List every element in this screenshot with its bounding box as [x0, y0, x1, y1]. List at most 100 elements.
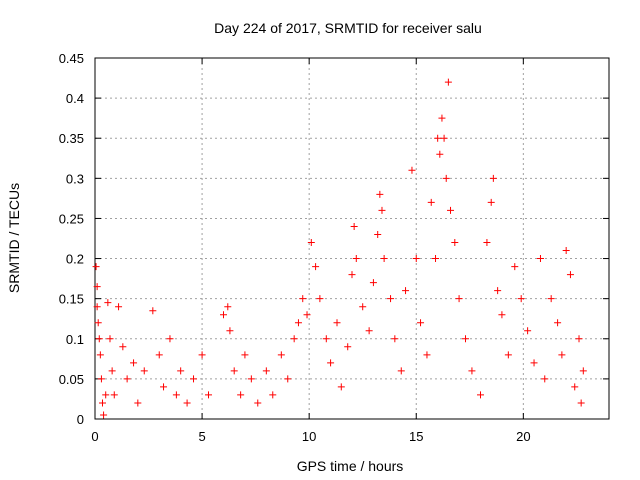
x-tick-label: 15	[409, 429, 423, 444]
data-point	[183, 399, 191, 407]
data-point	[333, 319, 341, 327]
chart-title: Day 224 of 2017, SRMTID for receiver sal…	[214, 20, 482, 36]
data-point	[352, 255, 360, 263]
y-tick-label: 0.1	[66, 332, 84, 347]
x-tick-label: 5	[198, 429, 205, 444]
data-point	[391, 335, 399, 343]
data-point	[547, 295, 555, 303]
grid-lines	[95, 58, 609, 419]
data-point	[95, 335, 103, 343]
data-point	[299, 295, 307, 303]
data-point	[369, 279, 377, 287]
data-point	[226, 327, 234, 335]
axis-ticks: 0 0.05 0.1 0.15 0.2 0.25 0.3 0.35 0.4 0.45 0 5 10 15 2…	[59, 51, 609, 444]
data-point	[359, 303, 367, 311]
data-point	[447, 206, 455, 214]
data-point	[378, 206, 386, 214]
data-point	[172, 391, 180, 399]
data-point	[579, 367, 587, 375]
data-point	[554, 319, 562, 327]
data-point	[427, 198, 435, 206]
data-point	[483, 239, 491, 247]
data-point	[97, 375, 105, 383]
data-points	[92, 78, 587, 419]
data-point	[290, 335, 298, 343]
data-point	[312, 263, 320, 271]
data-point	[241, 351, 249, 359]
data-point	[536, 255, 544, 263]
y-tick-label: 0.05	[59, 372, 84, 387]
y-axis-label: SRMTID / TECUs	[6, 183, 22, 293]
data-point	[269, 391, 277, 399]
data-point	[237, 391, 245, 399]
data-point	[504, 351, 512, 359]
x-tick-label: 10	[302, 429, 316, 444]
data-point	[134, 399, 142, 407]
data-point	[284, 375, 292, 383]
data-point	[93, 303, 101, 311]
y-tick-label: 0.3	[66, 171, 84, 186]
data-point	[149, 307, 157, 315]
data-point	[110, 391, 118, 399]
data-point	[93, 283, 101, 291]
data-point	[94, 319, 102, 327]
data-point	[307, 239, 315, 247]
data-point	[220, 311, 227, 319]
data-point	[224, 303, 232, 311]
data-point	[438, 114, 446, 122]
data-point	[434, 134, 442, 142]
data-point	[562, 247, 570, 255]
data-point	[417, 319, 425, 327]
data-point	[303, 311, 311, 319]
y-tick-label: 0.2	[66, 252, 84, 267]
data-point	[108, 367, 116, 375]
x-tick-label: 0	[91, 429, 98, 444]
data-point	[489, 174, 497, 182]
data-point	[344, 343, 352, 351]
data-point	[477, 391, 484, 399]
plot-frame	[94, 57, 610, 420]
data-point	[337, 383, 345, 391]
data-point	[408, 166, 416, 174]
data-point	[468, 367, 476, 375]
data-point	[102, 391, 110, 399]
data-point	[166, 335, 174, 343]
data-point	[262, 367, 270, 375]
data-point	[571, 383, 579, 391]
data-point	[348, 271, 356, 279]
data-point	[442, 174, 450, 182]
data-point	[277, 351, 285, 359]
data-point	[455, 295, 463, 303]
y-tick-label: 0.25	[59, 211, 84, 226]
data-point	[511, 263, 519, 271]
data-point	[205, 391, 213, 399]
data-point	[365, 327, 373, 335]
data-point	[575, 335, 583, 343]
data-point	[155, 351, 163, 359]
data-point	[96, 351, 104, 359]
data-point	[98, 399, 106, 407]
data-point	[254, 399, 262, 407]
data-point	[498, 311, 506, 319]
data-point	[376, 190, 384, 198]
data-point	[444, 78, 452, 86]
data-point	[517, 295, 525, 303]
data-point	[440, 134, 448, 142]
data-point	[558, 351, 566, 359]
y-tick-label: 0.15	[59, 292, 84, 307]
data-point	[106, 335, 114, 343]
data-point	[247, 375, 255, 383]
data-point	[316, 295, 324, 303]
data-point	[402, 287, 410, 295]
data-point	[397, 367, 405, 375]
data-point	[462, 335, 470, 343]
data-point	[524, 327, 532, 335]
data-point	[494, 287, 502, 295]
data-point	[115, 303, 123, 311]
data-point	[374, 230, 382, 238]
data-point	[100, 411, 108, 419]
data-point	[123, 375, 131, 383]
data-point	[423, 351, 431, 359]
data-point	[190, 375, 198, 383]
